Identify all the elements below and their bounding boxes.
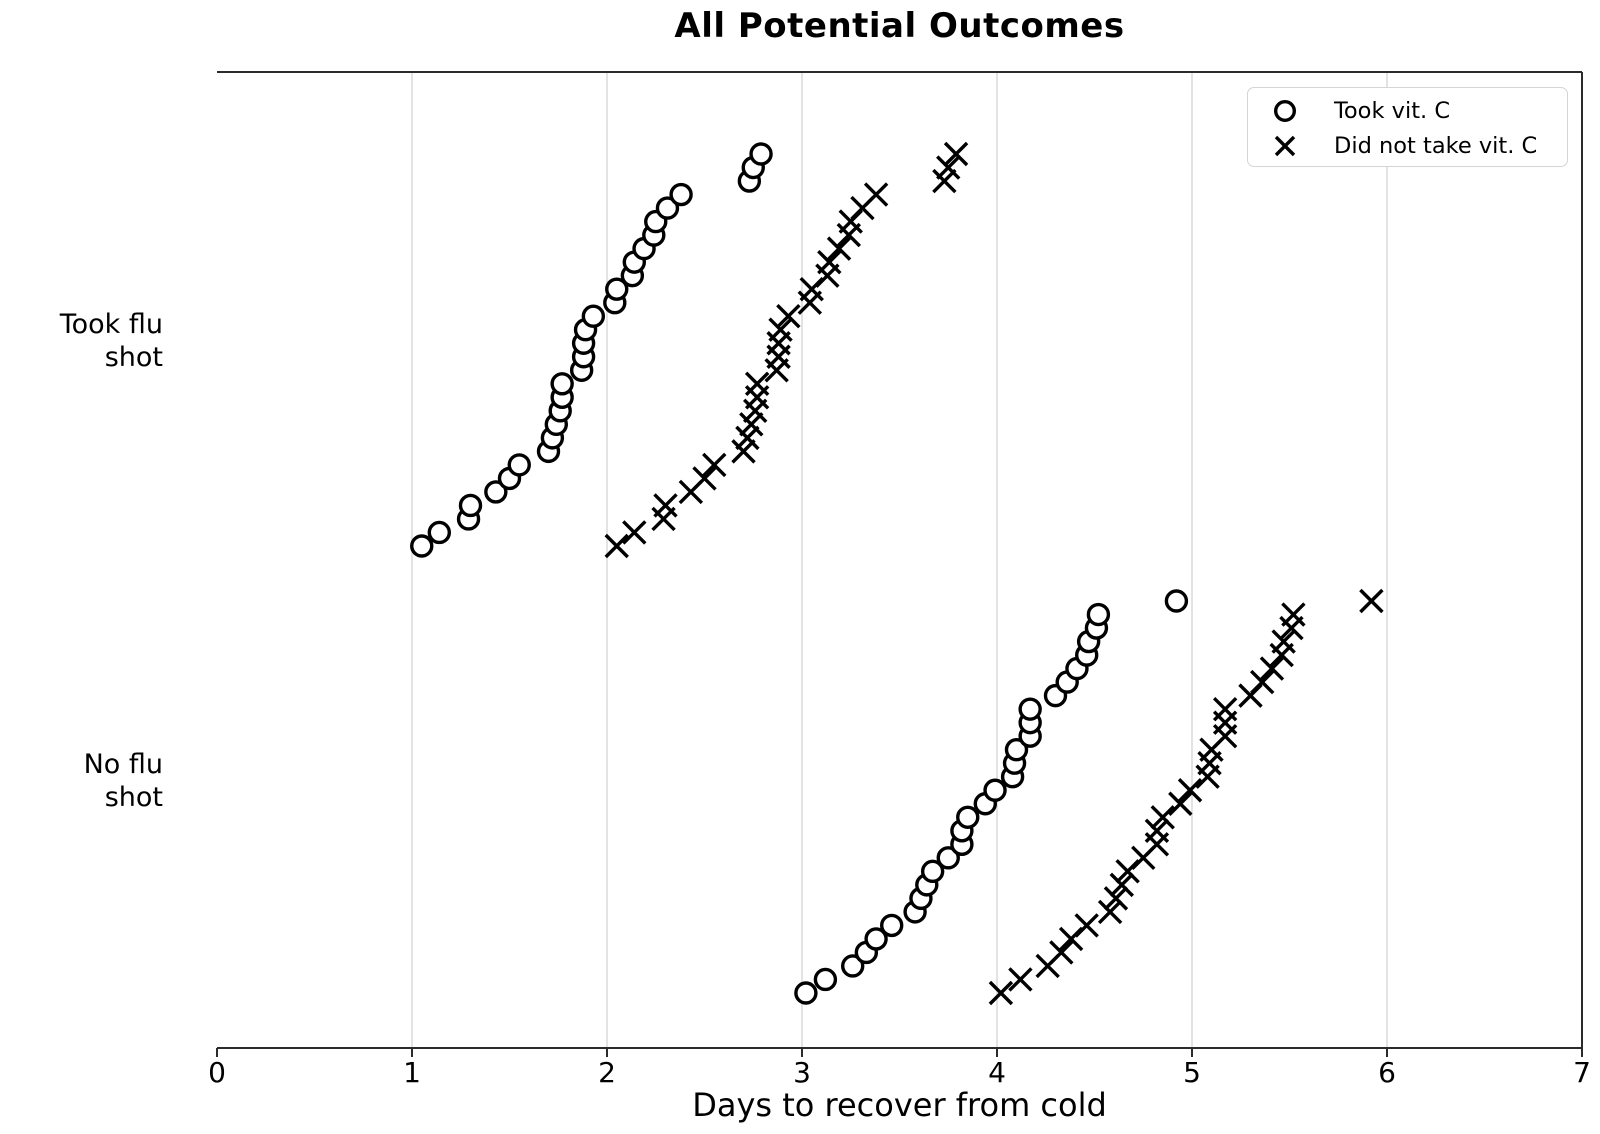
data-point-x [739, 412, 764, 437]
data-point-x [1271, 629, 1296, 654]
legend-label: Took vit. C [1334, 97, 1451, 124]
x-tick-label-7: 7 [1573, 1056, 1591, 1089]
data-point-x [735, 425, 760, 451]
data-point-circle [1086, 602, 1111, 627]
data-point-circle [427, 520, 451, 545]
data-point-circle [794, 981, 818, 1005]
x-tick-label-0: 0 [208, 1056, 226, 1089]
data-point-x [1249, 669, 1275, 695]
data-point-x [622, 520, 647, 545]
data-point-x [1281, 602, 1306, 627]
circle-marker-icon [1262, 98, 1308, 124]
y-category-line: shot [104, 342, 163, 373]
data-point-x [692, 466, 717, 491]
data-point-circle [507, 453, 531, 477]
data-point-circle [1004, 737, 1029, 762]
data-point-circle [864, 927, 888, 951]
data-point-circle [605, 277, 629, 301]
data-point-x [1212, 696, 1238, 722]
data-point-x [744, 371, 770, 396]
legend-label: Did not take vit. C [1334, 132, 1538, 159]
data-point-x [1049, 940, 1074, 965]
data-point-x [702, 452, 727, 478]
data-point-x [932, 168, 957, 194]
x-axis-label: Days to recover from cold [692, 1086, 1107, 1124]
data-point-x [1177, 778, 1203, 803]
data-point-circle [550, 372, 574, 396]
data-point-circle [956, 805, 980, 829]
data-point-circle [749, 142, 773, 166]
y-category-line: Took flu [59, 309, 163, 340]
data-point-x [817, 249, 842, 275]
data-point-circle [1164, 589, 1189, 613]
x-tick-label-6: 6 [1378, 1056, 1396, 1089]
data-point-circle [813, 967, 838, 992]
data-point-x [1150, 805, 1175, 830]
legend-item-did-not-take-vit-c: Did not take vit. C [1262, 128, 1567, 163]
y-category-no-flu-shot: No flu shot [0, 748, 163, 814]
data-point-x [1109, 872, 1135, 898]
x-tick-label-1: 1 [403, 1056, 421, 1089]
y-category-line: No flu [83, 749, 163, 780]
data-point-circle [669, 182, 693, 207]
y-category-line: shot [104, 782, 163, 813]
data-point-circle [983, 778, 1007, 802]
data-point-x [768, 317, 793, 342]
legend-item-took-vit-c: Took vit. C [1262, 93, 1567, 128]
data-point-x [1259, 656, 1285, 681]
data-point-circle [458, 493, 483, 518]
data-point-circle [581, 304, 606, 328]
x-marker-icon [1262, 133, 1308, 159]
data-point-x [1097, 899, 1123, 925]
data-point-x [988, 980, 1014, 1006]
data-point-circle [936, 846, 960, 870]
data-point-x [943, 141, 969, 167]
x-tick-label-3: 3 [793, 1056, 811, 1089]
data-point-circle [410, 534, 434, 558]
data-point-circle [1018, 697, 1042, 721]
data-point-circle [920, 859, 945, 884]
data-point-x [1359, 588, 1384, 614]
data-point-circle [841, 954, 865, 978]
data-point-x [936, 155, 961, 180]
data-point-x [1074, 913, 1099, 938]
data-point-circle [484, 480, 508, 504]
data-point-circle [655, 196, 680, 220]
data-point-x [731, 439, 756, 464]
data-point-x [1008, 967, 1033, 992]
data-point-x [776, 304, 801, 329]
data-point-x [1168, 791, 1193, 816]
data-point-x [1103, 886, 1129, 911]
x-tick-label-2: 2 [598, 1056, 616, 1089]
data-point-x [653, 493, 678, 518]
data-point-circle [880, 913, 904, 938]
data-point-x [863, 182, 889, 207]
x-tick-label-5: 5 [1183, 1056, 1201, 1089]
data-point-x [1144, 818, 1170, 843]
y-category-took-flu-shot: Took flu shot [0, 308, 163, 374]
legend: Took vit. C Did not take vit. C [1247, 87, 1568, 167]
data-point-x [826, 236, 852, 261]
data-point-x [604, 533, 629, 559]
x-tick-label-4: 4 [988, 1056, 1006, 1089]
chart-title: All Potential Outcomes [674, 6, 1125, 46]
